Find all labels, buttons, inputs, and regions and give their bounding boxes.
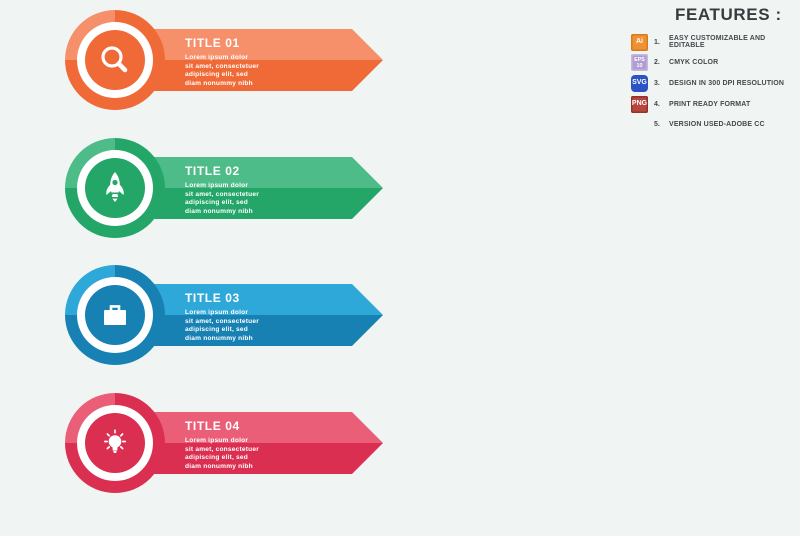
- banner-arrow-tip: [352, 284, 383, 346]
- banner-arrow-tip: [352, 29, 383, 91]
- circle-white-ring: [77, 405, 153, 481]
- circle-inner: [85, 413, 145, 473]
- banner-circle-1: [65, 10, 165, 110]
- circle-inner: [85, 285, 145, 345]
- banner-body-text: Lorem ipsum dolor sit amet, consectetuer…: [185, 182, 260, 215]
- banner-title: TITLE 02: [185, 164, 240, 178]
- feature-label: DESIGN IN 300 DPI RESOLUTION: [669, 79, 785, 87]
- infographic-row-2: TITLE 02 Lorem ipsum dolor sit amet, con…: [0, 138, 800, 281]
- circle-white-ring: [77, 22, 153, 98]
- feature-number: 3.: [654, 79, 660, 87]
- circle-white-ring: [77, 277, 153, 353]
- feature-label: VERSION USED-ADOBE CC: [669, 121, 765, 129]
- features-title: FEATURES :: [675, 5, 782, 24]
- svg-file-badge: SVG: [631, 74, 648, 92]
- ai-file-badge: Ai: [631, 33, 648, 51]
- feature-item-4: PNG 4. PRINT READY FORMAT: [631, 94, 796, 115]
- png-file-badge: PNG: [631, 95, 648, 113]
- banner-arrow-tip: [352, 412, 383, 474]
- feature-item-5: 5. VERSION USED-ADOBE CC: [631, 114, 796, 135]
- banner-arrow-tip: [352, 157, 383, 219]
- banner-body-text: Lorem ipsum dolor sit amet, consectetuer…: [185, 54, 260, 87]
- banner-circle-2: [65, 138, 165, 238]
- feature-number: 4.: [654, 100, 660, 108]
- feature-item-3: SVG 3. DESIGN IN 300 DPI RESOLUTION: [631, 73, 796, 94]
- banner-body-text: Lorem ipsum dolor sit amet, consectetuer…: [185, 309, 260, 342]
- feature-label: PRINT READY FORMAT: [669, 100, 751, 108]
- rocket-icon: [106, 172, 124, 202]
- banner-title: TITLE 03: [185, 291, 240, 305]
- infographic-row-4: TITLE 04 Lorem ipsum dolor sit amet, con…: [0, 393, 800, 536]
- circle-inner: [85, 158, 145, 218]
- features-panel: FEATURES : Ai 1. EASY CUSTOMIZABLE AND E…: [631, 5, 796, 135]
- search-icon: [101, 46, 128, 73]
- banner-title: TITLE 01: [185, 36, 240, 50]
- briefcase-icon: [104, 305, 126, 325]
- feature-item-1: Ai 1. EASY CUSTOMIZABLE AND EDITABLE: [631, 32, 796, 53]
- feature-number: 1.: [654, 38, 660, 46]
- banner-body-text: Lorem ipsum dolor sit amet, consectetuer…: [185, 437, 260, 470]
- infographic-row-1: TITLE 01 Lorem ipsum dolor sit amet, con…: [0, 10, 800, 153]
- lightbulb-icon: [103, 429, 127, 453]
- eps-file-badge: EPS 10: [631, 54, 648, 72]
- infographic-row-3: TITLE 03 Lorem ipsum dolor sit amet, con…: [0, 265, 800, 408]
- banner-circle-3: [65, 265, 165, 365]
- feature-label: CMYK COLOR: [669, 59, 719, 67]
- banner-circle-4: [65, 393, 165, 493]
- feature-label: EASY CUSTOMIZABLE AND EDITABLE: [669, 35, 766, 50]
- circle-white-ring: [77, 150, 153, 226]
- feature-number: 2.: [654, 59, 660, 67]
- feature-number: 5.: [654, 121, 660, 129]
- feature-item-2: EPS 10 2. CMYK COLOR: [631, 53, 796, 74]
- circle-inner: [85, 30, 145, 90]
- banner-title: TITLE 04: [185, 419, 240, 433]
